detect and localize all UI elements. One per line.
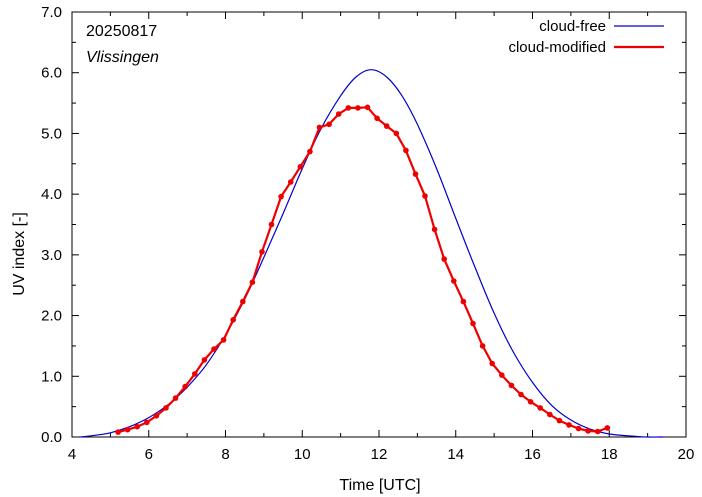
data-point-cloud-modified: [230, 317, 236, 323]
x-tick-label: 4: [68, 446, 76, 463]
x-tick-label: 6: [145, 446, 153, 463]
data-point-cloud-modified: [134, 423, 140, 430]
y-tick-label: 7.0: [41, 4, 62, 21]
data-point-cloud-modified: [211, 346, 217, 352]
data-point-cloud-modified: [566, 422, 572, 428]
series-line-cloud-free: [79, 69, 664, 438]
legend-label-cloud-modified: cloud-modified: [508, 39, 606, 56]
data-point-cloud-modified: [499, 372, 505, 378]
data-point-cloud-modified: [604, 425, 611, 431]
x-tick-label: 10: [294, 446, 311, 463]
data-point-cloud-modified: [575, 425, 582, 432]
data-point-cloud-modified: [124, 426, 131, 433]
data-point-cloud-modified: [403, 147, 409, 154]
data-point-cloud-modified: [594, 428, 601, 435]
data-point-cloud-modified: [355, 105, 361, 111]
data-point-cloud-modified: [460, 298, 467, 305]
data-point-cloud-modified: [220, 337, 227, 343]
data-point-cloud-modified: [527, 399, 534, 405]
data-point-cloud-modified: [172, 395, 179, 401]
series-group: [79, 69, 664, 438]
data-point-cloud-modified: [518, 391, 524, 398]
data-point-cloud-modified: [508, 382, 515, 389]
data-point-cloud-modified: [537, 405, 543, 411]
y-tick-label: 2.0: [41, 308, 62, 325]
x-tick-label: 12: [371, 446, 388, 463]
x-tick-label: 18: [601, 446, 618, 463]
data-point-cloud-modified: [268, 221, 275, 228]
date-annotation: 20250817: [86, 23, 157, 40]
data-point-cloud-modified: [163, 405, 169, 411]
location-annotation: Vlissingen: [86, 49, 159, 66]
data-point-cloud-modified: [345, 105, 352, 111]
data-point-cloud-modified: [307, 148, 313, 155]
x-tick-label: 8: [221, 446, 229, 463]
x-tick-label: 20: [678, 446, 695, 463]
data-point-cloud-modified: [316, 124, 323, 131]
data-point-cloud-modified: [278, 193, 284, 200]
data-point-cloud-modified: [412, 171, 419, 177]
y-tick-label: 6.0: [41, 65, 62, 82]
data-point-cloud-modified: [431, 226, 438, 233]
y-axis-title: UV index [-]: [11, 212, 28, 296]
series-line-cloud-modified: [117, 106, 608, 434]
y-tick-label: 1.0: [41, 368, 62, 385]
data-point-cloud-modified: [153, 413, 160, 419]
y-tick-label: 4.0: [41, 186, 62, 203]
data-point-cloud-modified: [192, 371, 198, 377]
data-point-cloud-modified: [470, 320, 476, 327]
data-point-cloud-modified: [249, 279, 256, 286]
y-tick-label: 3.0: [41, 247, 62, 264]
data-point-cloud-modified: [383, 123, 390, 129]
data-point-cloud-modified: [393, 130, 400, 137]
data-point-cloud-modified: [144, 419, 150, 426]
data-point-cloud-modified: [364, 104, 371, 111]
data-point-cloud-modified: [240, 298, 246, 305]
data-point-cloud-modified: [326, 121, 332, 128]
data-point-cloud-modified: [335, 111, 342, 117]
y-tick-label: 0.0: [41, 429, 62, 446]
data-point-cloud-modified: [297, 164, 304, 170]
y-tick-label: 5.0: [41, 125, 62, 142]
data-point-cloud-modified: [489, 360, 496, 367]
data-point-cloud-modified: [287, 179, 294, 185]
data-point-cloud-modified: [422, 193, 428, 199]
axes-group: 4 6 8 10 12 14 16 18 20 0.0 1.0 2.0 3.0 4.0 5.0 6.0 7.0: [41, 4, 694, 463]
data-point-cloud-modified: [182, 383, 188, 390]
legend: cloud-free cloud-modified: [508, 18, 664, 56]
data-point-cloud-modified: [556, 417, 563, 424]
legend-label-cloud-free: cloud-free: [539, 18, 606, 35]
data-point-cloud-modified: [441, 256, 448, 262]
data-point-cloud-modified: [374, 115, 380, 122]
data-point-cloud-modified: [201, 357, 208, 363]
data-point-cloud-modified: [115, 429, 121, 435]
x-tick-label: 16: [524, 446, 541, 463]
x-axis-title: Time [UTC]: [339, 477, 420, 494]
data-point-cloud-modified: [479, 343, 486, 349]
data-point-cloud-modified: [547, 411, 553, 418]
annotation-group: 20250817 Vlissingen: [86, 23, 159, 66]
data-point-cloud-modified: [585, 428, 591, 434]
plot-frame: [71, 11, 687, 438]
data-point-cloud-modified: [259, 249, 265, 255]
data-point-cloud-modified: [451, 278, 457, 284]
x-tick-label: 14: [447, 446, 464, 463]
